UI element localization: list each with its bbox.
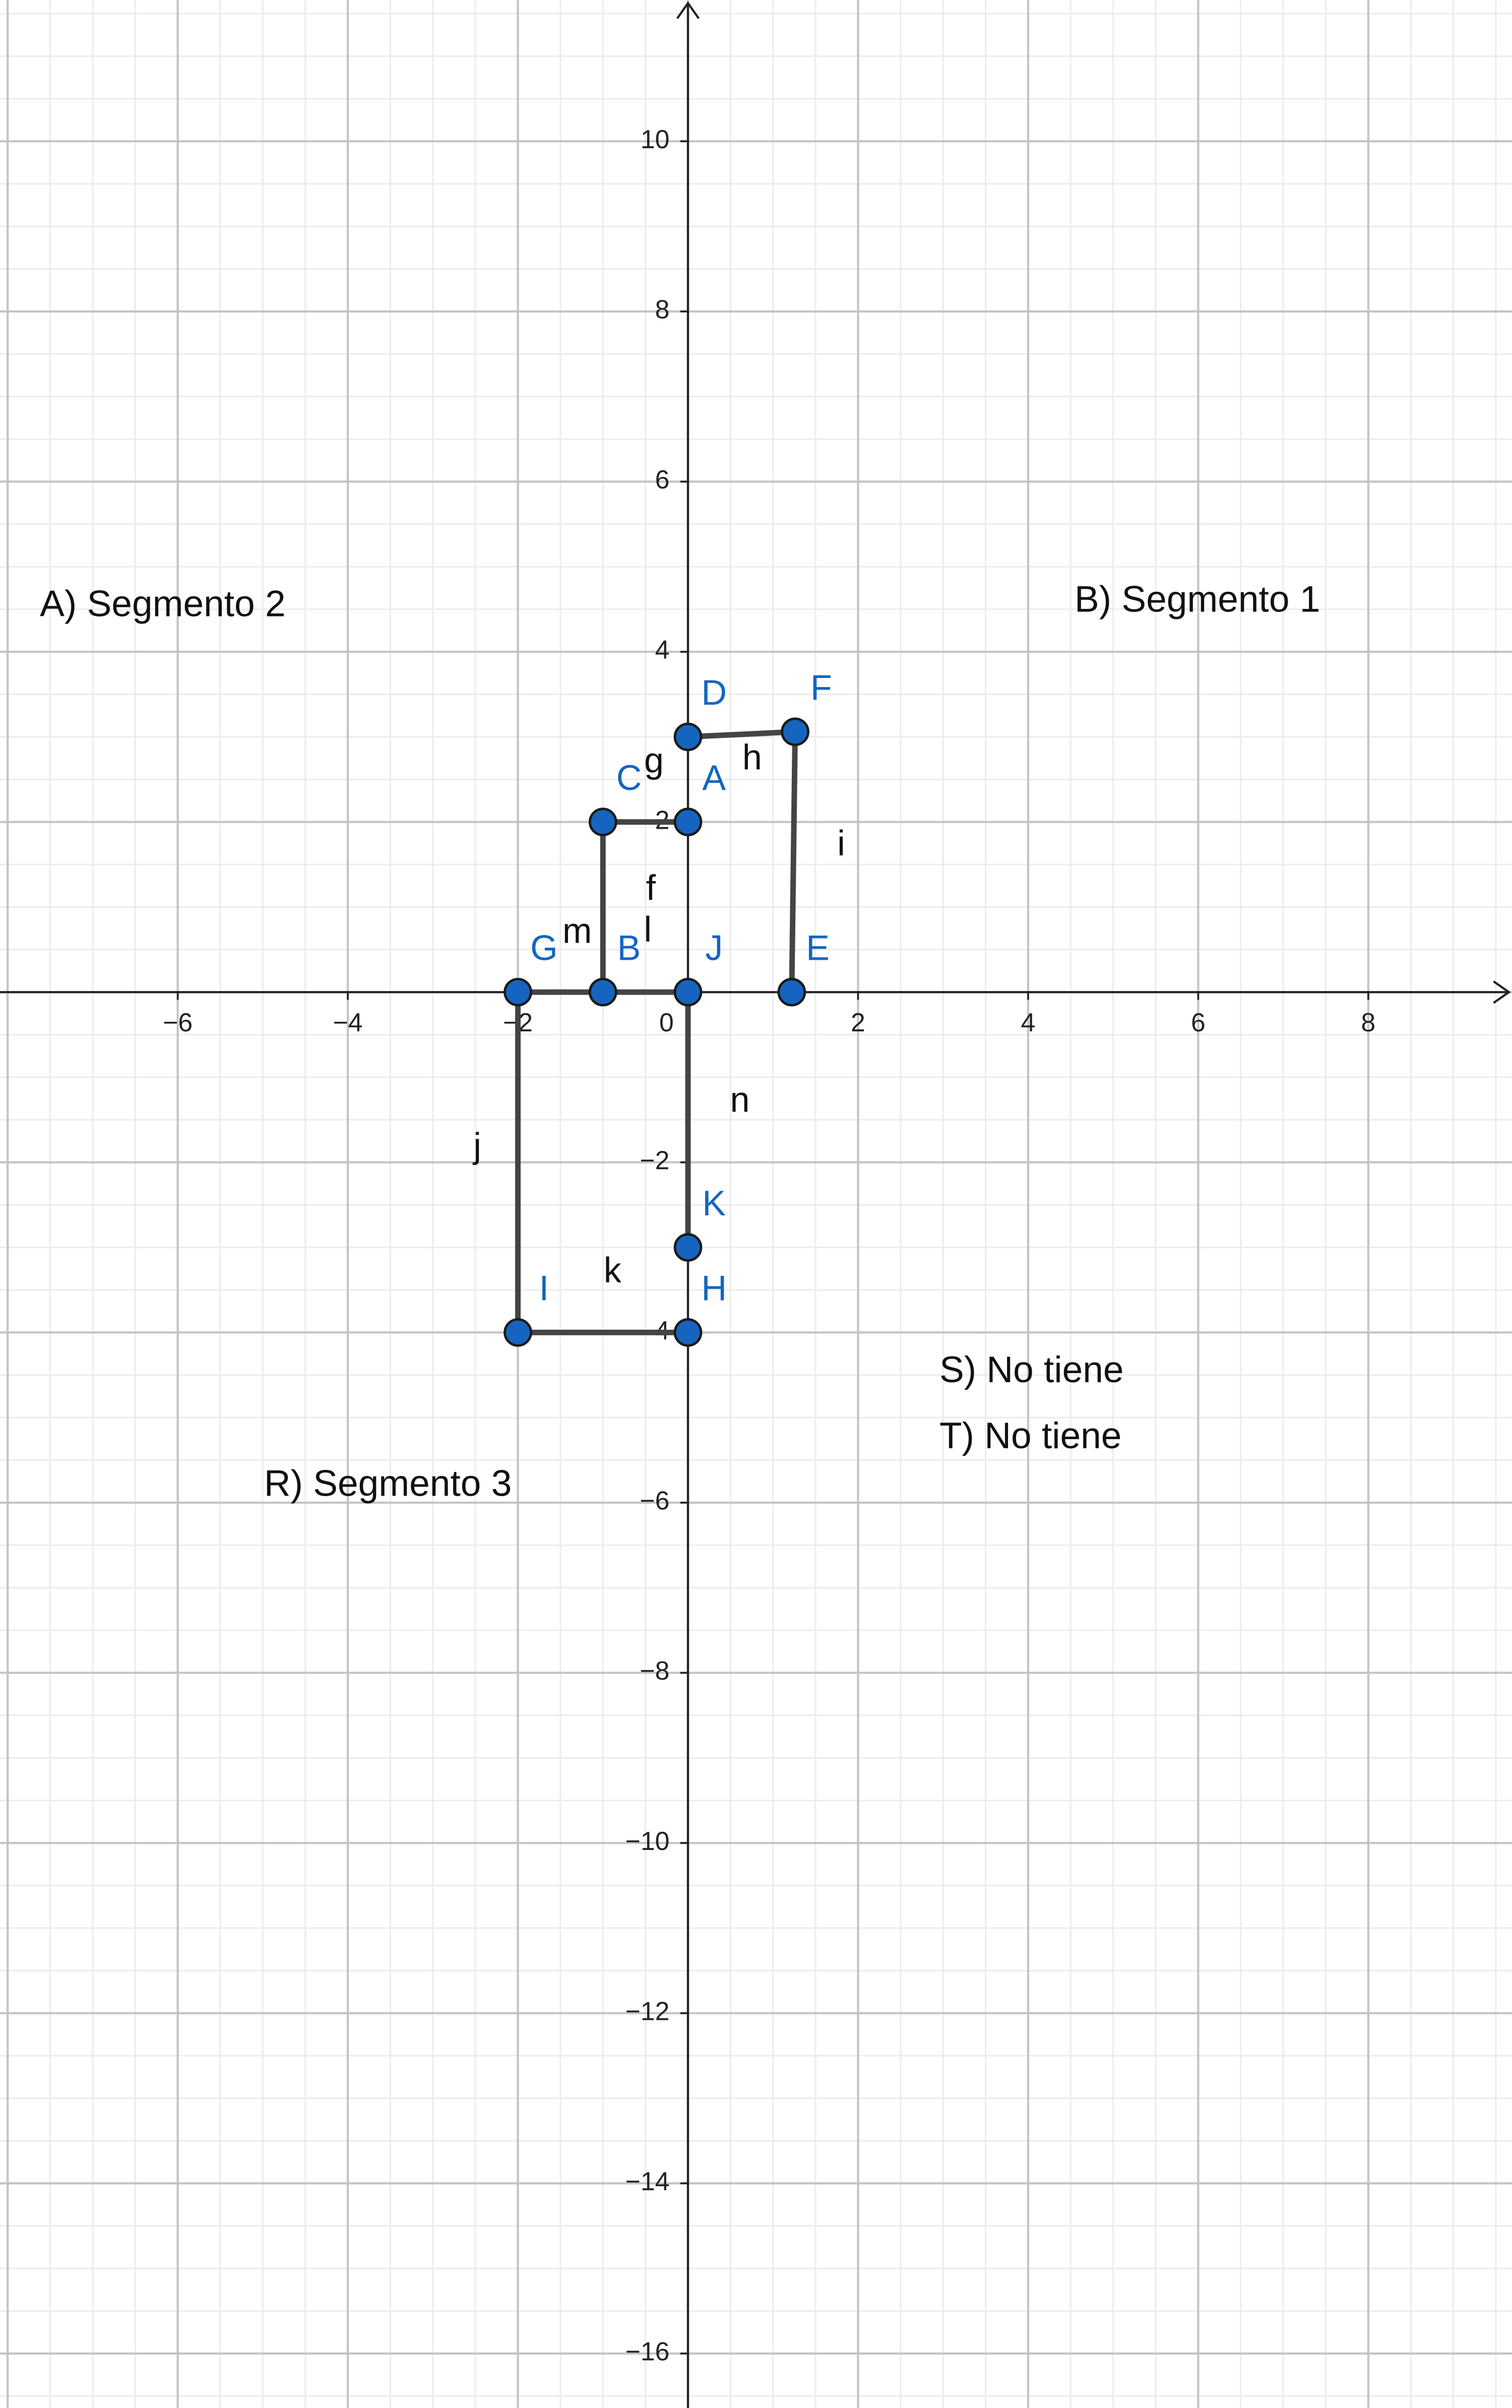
annotation: B) Segmento 1 <box>1075 579 1320 620</box>
segment-label: i <box>837 824 845 863</box>
annotation: T) No tiene <box>939 1415 1121 1456</box>
point <box>781 717 809 747</box>
x-tick-label: 2 <box>851 1008 865 1037</box>
segment-label: m <box>562 911 592 950</box>
point <box>673 977 703 1007</box>
y-tick-label: 6 <box>655 465 670 494</box>
point <box>673 1318 703 1347</box>
point-label: K <box>702 1184 726 1223</box>
segment-label: k <box>604 1250 622 1289</box>
point <box>673 722 703 752</box>
point <box>588 808 617 836</box>
point-label: D <box>701 673 727 712</box>
point <box>588 977 617 1007</box>
segment <box>789 729 798 995</box>
point <box>503 1318 532 1347</box>
y-tick-label: −14 <box>625 2167 670 2196</box>
segment-label: l <box>644 909 652 949</box>
x-tick-label: 4 <box>1021 1008 1036 1037</box>
point <box>503 977 532 1007</box>
point-label: J <box>705 928 723 967</box>
point-label: I <box>539 1269 549 1308</box>
point-label: F <box>810 668 832 707</box>
annotation: A) Segmento 2 <box>40 583 285 624</box>
y-tick-label: −8 <box>640 1656 669 1685</box>
y-axis-arrow <box>676 1 700 19</box>
point-label: B <box>617 928 641 967</box>
y-tick-label: 10 <box>641 125 670 154</box>
x-tick-label: 8 <box>1361 1008 1375 1037</box>
segment-label: n <box>730 1080 750 1119</box>
point-label: C <box>616 758 642 797</box>
annotation: R) Segmento 3 <box>264 1463 512 1504</box>
point-label: H <box>701 1269 727 1308</box>
segment-label: j <box>472 1126 481 1165</box>
point <box>673 1233 703 1262</box>
x-tick-label: −4 <box>333 1008 363 1037</box>
segment <box>685 729 798 740</box>
points <box>503 717 809 1347</box>
point <box>777 977 806 1007</box>
point-label: G <box>530 928 557 967</box>
y-tick-label: −10 <box>625 1826 670 1856</box>
y-tick-label: −12 <box>625 1996 670 2025</box>
x-tick-label: 0 <box>659 1008 674 1037</box>
segment-label: g <box>644 740 664 780</box>
point-label: E <box>806 928 830 967</box>
y-tick-label: 4 <box>655 635 670 664</box>
x-tick-label: 6 <box>1191 1008 1206 1037</box>
x-axis-arrow <box>1493 980 1511 1004</box>
annotation: S) No tiene <box>939 1349 1124 1390</box>
x-tick-label: −6 <box>163 1008 193 1037</box>
labels: f g h i j k l m n A B C D E F G H I J K A) Segmento 2 B) Segm… <box>40 579 1320 1504</box>
segment-label: h <box>742 737 762 777</box>
y-tick-label: −2 <box>640 1145 669 1175</box>
y-tick-label: −16 <box>625 2337 670 2366</box>
point-label: A <box>702 758 726 797</box>
y-tick-label: 8 <box>655 295 670 324</box>
segment-label: f <box>646 868 656 907</box>
y-tick-label: −6 <box>640 1486 669 1515</box>
point <box>673 808 703 836</box>
